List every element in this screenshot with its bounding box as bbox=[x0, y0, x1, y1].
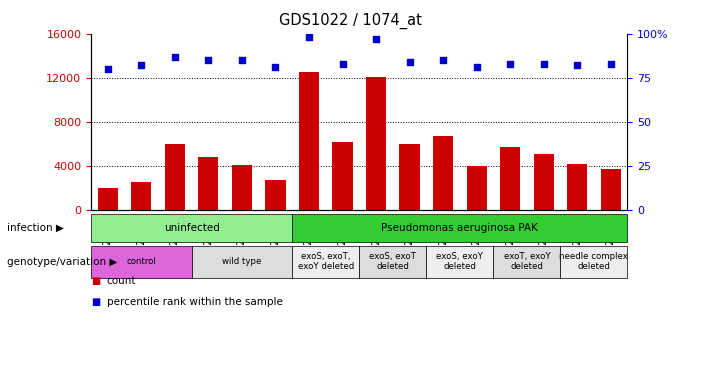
Bar bbox=[91, 246, 191, 278]
Point bbox=[136, 63, 147, 69]
Text: Pseudomonas aeruginosa PAK: Pseudomonas aeruginosa PAK bbox=[381, 223, 538, 233]
Text: exoS, exoY
deleted: exoS, exoY deleted bbox=[437, 252, 483, 271]
Text: exoS, exoT
deleted: exoS, exoT deleted bbox=[369, 252, 416, 271]
Point bbox=[404, 59, 415, 65]
Text: needle complex
deleted: needle complex deleted bbox=[559, 252, 628, 271]
Bar bbox=[198, 157, 219, 210]
Text: exoT, exoY
deleted: exoT, exoY deleted bbox=[503, 252, 550, 271]
Text: ■: ■ bbox=[91, 297, 100, 307]
Bar bbox=[567, 164, 587, 210]
Bar bbox=[131, 183, 151, 210]
Bar bbox=[467, 166, 486, 210]
Text: exoS, exoT,
exoY deleted: exoS, exoT, exoY deleted bbox=[298, 252, 354, 271]
Text: ■: ■ bbox=[91, 276, 100, 286]
Point bbox=[571, 63, 583, 69]
Point bbox=[471, 64, 482, 70]
Point bbox=[170, 54, 181, 60]
Bar bbox=[500, 147, 520, 210]
Point bbox=[236, 57, 247, 63]
Bar bbox=[366, 77, 386, 210]
Point bbox=[605, 61, 616, 67]
Point bbox=[437, 57, 449, 63]
Text: control: control bbox=[126, 257, 156, 266]
Bar bbox=[601, 169, 620, 210]
Bar bbox=[299, 72, 319, 210]
Bar bbox=[91, 214, 292, 242]
Bar bbox=[494, 246, 560, 278]
Point bbox=[337, 61, 348, 67]
Bar bbox=[533, 154, 554, 210]
Point bbox=[505, 61, 516, 67]
Bar bbox=[292, 246, 359, 278]
Point bbox=[538, 61, 549, 67]
Bar bbox=[433, 136, 453, 210]
Text: percentile rank within the sample: percentile rank within the sample bbox=[107, 297, 283, 307]
Point bbox=[270, 64, 281, 70]
Point bbox=[102, 66, 114, 72]
Bar bbox=[266, 180, 285, 210]
Bar bbox=[359, 246, 426, 278]
Text: infection ▶: infection ▶ bbox=[7, 223, 64, 233]
Bar bbox=[232, 165, 252, 210]
Text: genotype/variation ▶: genotype/variation ▶ bbox=[7, 256, 117, 267]
Bar bbox=[426, 246, 494, 278]
Point bbox=[304, 34, 315, 40]
Bar bbox=[292, 214, 627, 242]
Bar bbox=[165, 144, 185, 210]
Text: GDS1022 / 1074_at: GDS1022 / 1074_at bbox=[279, 13, 422, 29]
Bar bbox=[98, 188, 118, 210]
Bar bbox=[332, 142, 353, 210]
Bar bbox=[191, 246, 292, 278]
Bar bbox=[560, 246, 627, 278]
Bar bbox=[400, 144, 420, 210]
Point bbox=[203, 57, 214, 63]
Point bbox=[370, 36, 381, 42]
Text: uninfected: uninfected bbox=[164, 223, 219, 233]
Text: count: count bbox=[107, 276, 136, 286]
Text: wild type: wild type bbox=[222, 257, 261, 266]
